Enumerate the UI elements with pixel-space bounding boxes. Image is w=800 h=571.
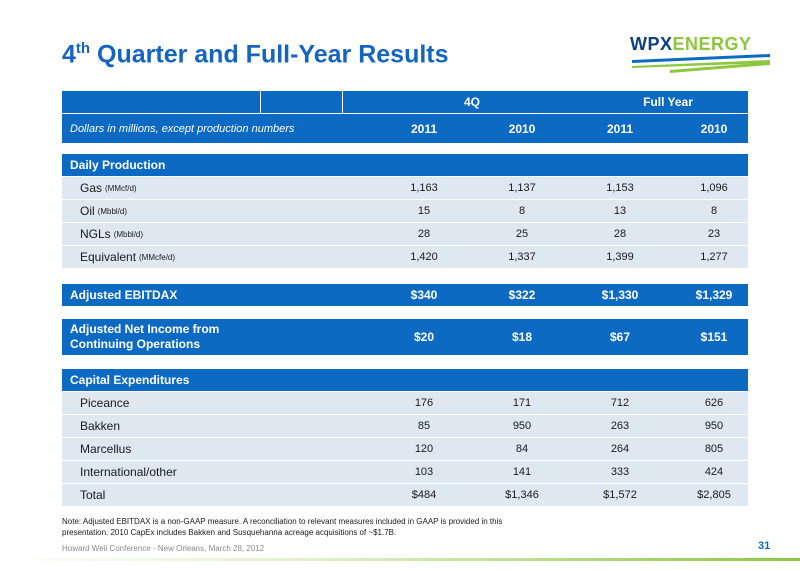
table-cell: 8 [518, 205, 526, 217]
table-cell: $67 [609, 330, 631, 344]
header-4q: 4Q [463, 95, 480, 109]
row-unit: (Mbbl/d) [113, 229, 144, 239]
footnote-line-2: presentation. 2010 CapEx includes Bakken… [62, 528, 397, 537]
table-cell: 28 [613, 228, 627, 240]
table-cell: 85 [417, 420, 431, 432]
table-header: 4Q Full Year Dollars in millions, except… [62, 91, 748, 143]
table-row: Equivalent (MMcfe/d) 1,420 1,337 1,399 1,… [62, 245, 748, 268]
table-cell: 120 [414, 443, 434, 455]
table-cell: 25 [515, 228, 529, 240]
table-cell: 171 [512, 397, 532, 409]
table-cell: $1,572 [603, 489, 637, 501]
row-label: Total [80, 488, 106, 502]
row-unit: (Mbbl/d) [97, 206, 128, 216]
table-row: Bakken 85 950 263 950 [62, 414, 748, 437]
section-title: Daily Production [70, 158, 166, 172]
row-unit: (MMcf/d) [105, 183, 137, 193]
table-row: NGLs (Mbbl/d) 28 25 28 23 [62, 222, 748, 245]
table-row: Piceance 176 171 712 626 [62, 391, 748, 414]
page-number: 31 [758, 540, 771, 552]
logo-swoosh-icon [632, 54, 770, 73]
slide-title: 4th Quarter and Full-Year Results [62, 40, 449, 69]
row-adjusted-ebitdax: Adjusted EBITDAX $340 $322 $1,330 $1,329 [62, 284, 748, 306]
header-col-1: 2011 [410, 121, 438, 136]
header-full-year: Full Year [643, 95, 693, 109]
table-cell: $340 [410, 288, 438, 302]
table-cell: 15 [417, 205, 431, 217]
table-row-total: Total $484 $1,346 $1,572 $2,805 [62, 483, 748, 506]
footer-text: Howard Weil Conference - New Orleans, Ma… [62, 544, 265, 553]
row-label: Equivalent [80, 250, 137, 264]
table-cell: $2,805 [697, 489, 731, 501]
row-label: Bakken [80, 419, 121, 433]
table-cell: 1,096 [700, 182, 728, 194]
footnote-line-1: Note: Adjusted EBITDAX is a non-GAAP mea… [62, 517, 503, 526]
table-cell: 141 [512, 466, 532, 478]
table-cell: 264 [610, 443, 630, 455]
header-col-2: 2010 [508, 121, 536, 136]
row-label: Oil [80, 204, 95, 218]
table-cell: 263 [610, 420, 630, 432]
table-cell: 1,420 [410, 251, 438, 263]
table-cell: 805 [704, 443, 724, 455]
table-cell: $151 [700, 330, 728, 344]
wpx-energy-logo: WPXENERGY [630, 30, 770, 78]
table-cell: 23 [707, 228, 721, 240]
section-capital-expenditures: Capital Expenditures [62, 369, 748, 391]
table-cell: 13 [613, 205, 627, 217]
table-row: International/other 103 141 333 424 [62, 460, 748, 483]
section-daily-production: Daily Production [62, 154, 748, 176]
row-label: NGLs [80, 227, 111, 241]
table-cell: $1,330 [601, 288, 639, 302]
row-label: Gas [80, 181, 103, 195]
row-label: International/other [80, 465, 177, 479]
table-row: Marcellus 120 84 264 805 [62, 437, 748, 460]
table-cell: 8 [710, 205, 718, 217]
table-cell: 950 [512, 420, 532, 432]
table-cell: 712 [610, 397, 630, 409]
table-cell: 626 [704, 397, 724, 409]
header-col-4: 2010 [700, 121, 728, 136]
header-col-3: 2011 [606, 121, 634, 136]
table-cell: 1,277 [700, 251, 728, 263]
row-label: Marcellus [80, 442, 132, 456]
table-cell: 103 [414, 466, 434, 478]
table-cell: 424 [704, 466, 724, 478]
table-row: Oil (Mbbl/d) 15 8 13 8 [62, 199, 748, 222]
table-cell: 1,137 [508, 182, 536, 194]
table-cell: 950 [704, 420, 724, 432]
table-cell: $1,346 [505, 489, 539, 501]
table-cell: $484 [411, 489, 437, 501]
row-label-line-1: Adjusted Net Income from [70, 322, 220, 336]
table-cell: $18 [511, 330, 533, 344]
section-title: Capital Expenditures [70, 373, 190, 387]
footnote: Note: Adjusted EBITDAX is a non-GAAP mea… [62, 516, 582, 538]
table-cell: $322 [508, 288, 536, 302]
table-cell: 84 [515, 443, 529, 455]
header-subtitle: Dollars in millions, except production n… [70, 122, 295, 135]
row-label: Adjusted EBITDAX [70, 288, 178, 302]
row-label: Piceance [80, 396, 130, 410]
table-cell: $20 [413, 330, 435, 344]
row-label-line-2: Continuing Operations [70, 337, 200, 351]
table-cell: 1,337 [508, 251, 536, 263]
table-cell: 1,163 [410, 182, 438, 194]
table-cell: $1,329 [695, 288, 733, 302]
table-cell: 28 [417, 228, 431, 240]
table-row: Gas (MMcf/d) 1,163 1,137 1,153 1,096 [62, 176, 748, 199]
row-adjusted-net-income: Adjusted Net Income from Continuing Oper… [62, 319, 748, 355]
table-cell: 333 [610, 466, 630, 478]
table-cell: 176 [414, 397, 434, 409]
footer-bar [0, 558, 800, 561]
row-unit: (MMcfe/d) [139, 252, 176, 262]
table-cell: 1,399 [606, 251, 634, 263]
table-cell: 1,153 [606, 182, 634, 194]
